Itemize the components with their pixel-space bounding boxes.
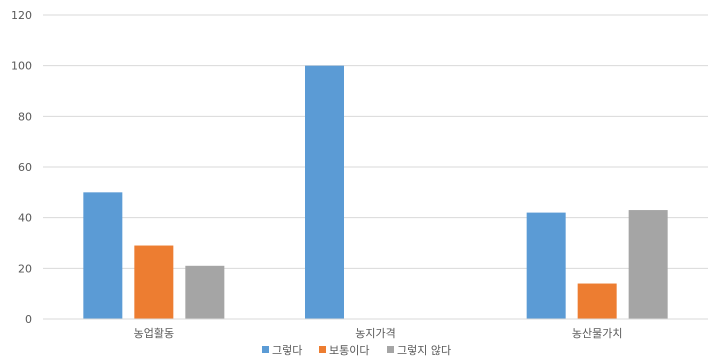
- bar-1-3: [185, 265, 225, 319]
- y-tick-label: 100: [11, 60, 32, 73]
- y-tick-label: 40: [18, 212, 32, 225]
- y-tick-label: 0: [25, 313, 32, 326]
- y-tick-label: 120: [11, 9, 32, 22]
- bar-3-1: [526, 212, 566, 319]
- legend-label: 그렇다: [272, 344, 302, 357]
- y-tick-label: 60: [18, 161, 32, 174]
- x-axis-labels: 농업활동 농지가격 농산물가치: [134, 326, 623, 340]
- bar-3-2: [577, 283, 617, 319]
- x-category-label: 농지가격: [355, 327, 395, 340]
- y-tick-label: 20: [18, 262, 32, 275]
- bar-3-3: [628, 210, 668, 319]
- bars: [83, 65, 668, 320]
- gridlines: [43, 14, 708, 269]
- legend-swatch: [262, 346, 269, 353]
- y-tick-label: 80: [18, 110, 32, 123]
- x-category-label: 농업활동: [134, 326, 174, 340]
- legend-label: 그렇지 않다: [397, 344, 451, 357]
- bar-2-1: [305, 65, 344, 320]
- legend-label: 보통이다: [329, 344, 369, 357]
- bar-1-1: [83, 192, 123, 319]
- x-category-label: 농산물가치: [572, 327, 623, 340]
- legend-swatch: [387, 346, 394, 353]
- legend: 그렇다 보통이다 그렇지 않다: [262, 344, 451, 357]
- bar-1-2: [134, 245, 174, 319]
- y-axis-ticks: 0 20 40 60 80 100 120: [11, 9, 32, 326]
- legend-swatch: [319, 346, 326, 353]
